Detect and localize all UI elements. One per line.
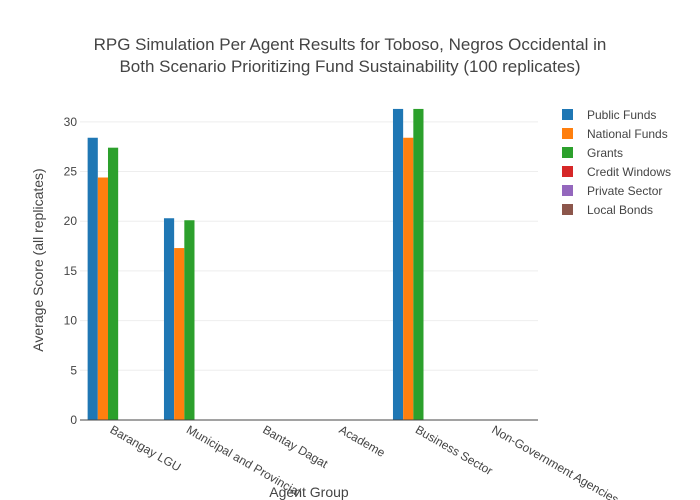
legend-label: Private Sector	[587, 184, 662, 198]
y-tick-labels: 0 5 10 15 20 25 30	[64, 115, 78, 427]
y-tick-label: 30	[64, 115, 78, 129]
legend-label: Local Bonds	[587, 203, 653, 217]
y-tick-label: 25	[64, 165, 78, 179]
bar-public-funds-1	[163, 218, 175, 420]
legend: Public Funds National Funds Grants Credit W…	[562, 108, 671, 217]
legend-swatch-credit-windows	[562, 166, 573, 177]
y-axis-title: Average Score (all replicates)	[30, 168, 46, 351]
legend-label: Credit Windows	[587, 165, 671, 179]
x-tick-label: Business Sector	[413, 422, 495, 477]
x-tick-label: Non-Government Agencies	[489, 422, 621, 500]
bar-national-funds-4	[403, 137, 414, 421]
bars	[87, 108, 424, 421]
chart-title-line-2: Both Scenario Prioritizing Fund Sustaina…	[119, 57, 580, 76]
bar-national-funds-1	[174, 248, 185, 420]
bar-public-funds-0	[87, 137, 98, 421]
legend-swatch-grants	[562, 147, 573, 158]
bar-grants-0	[107, 147, 119, 420]
legend-swatch-private-sector	[562, 185, 573, 196]
legend-label: Public Funds	[587, 108, 656, 122]
grid	[80, 121, 538, 371]
y-tick-label: 15	[64, 264, 78, 278]
bar-public-funds-4	[392, 108, 404, 421]
legend-swatch-public-funds	[562, 109, 573, 120]
x-tick-label: Bantay Dagat	[260, 422, 331, 471]
bar-national-funds-0	[97, 177, 108, 420]
y-tick-label: 0	[70, 413, 77, 427]
chart-title-line-1: RPG Simulation Per Agent Results for Tob…	[94, 35, 607, 54]
x-axis-title: Agent Group	[269, 484, 349, 500]
x-tick-labels: Barangay LGU Municipal and ProvincialBant…	[108, 422, 621, 500]
legend-swatch-local-bonds	[562, 204, 573, 215]
y-tick-label: 5	[70, 363, 77, 377]
y-tick-label: 20	[64, 214, 78, 228]
bar-grants-1	[184, 220, 195, 420]
legend-swatch-national-funds	[562, 128, 573, 139]
x-tick-label: Barangay LGU	[108, 422, 184, 474]
legend-label: National Funds	[587, 127, 668, 141]
x-tick-label: Academe	[337, 422, 388, 460]
bar-grants-4	[413, 108, 424, 421]
y-tick-label: 10	[64, 314, 78, 328]
legend-label: Grants	[587, 146, 623, 160]
